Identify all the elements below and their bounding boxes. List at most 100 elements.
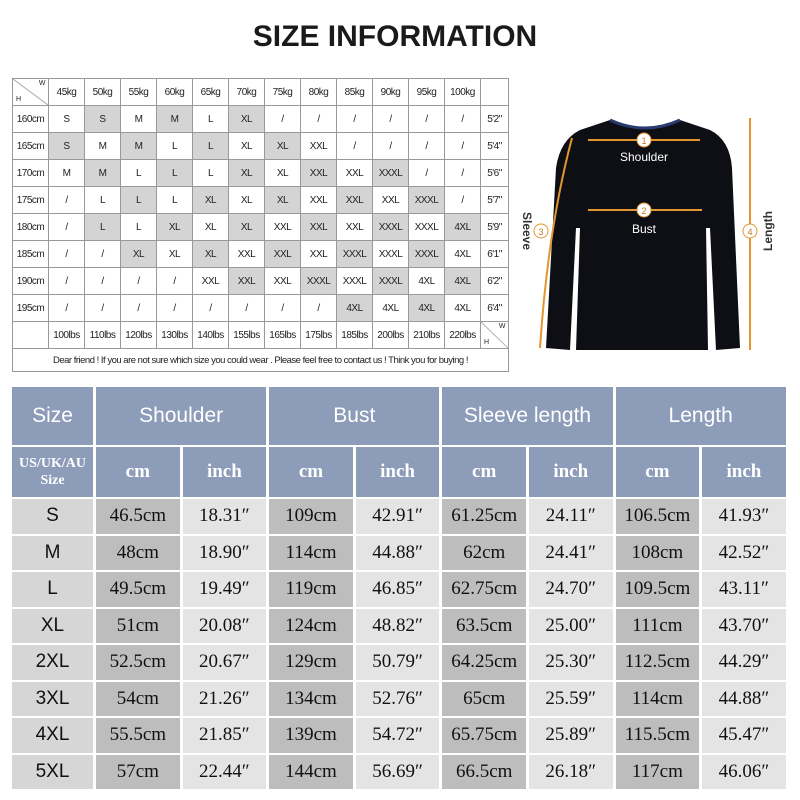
measure: 62cm bbox=[442, 535, 526, 570]
measure: 139cm bbox=[269, 718, 353, 753]
measure: 44.88″ bbox=[355, 535, 440, 570]
data-row: L 49.5cm 19.49″ 119cm 46.85″ 62.75cm 24.70″ 109… bbox=[12, 572, 786, 607]
size-cell: 4XL bbox=[336, 294, 373, 322]
measure: 109cm bbox=[269, 499, 353, 534]
size: 2XL bbox=[12, 645, 93, 680]
grid-row: 165cm S M M L L XL XL XXL / / //5'4" bbox=[12, 132, 509, 160]
shirt-diagram: 1 Shoulder 2 Bust 3 Sleeve 4 Length bbox=[510, 78, 785, 380]
corner-cell: HW bbox=[12, 78, 49, 106]
size-cell: XXL bbox=[300, 132, 337, 160]
size-cell: XL bbox=[192, 240, 229, 268]
measure: 55.5cm bbox=[96, 718, 180, 753]
measure: 45.47″ bbox=[702, 718, 786, 753]
grid-row: 180cm / L L XL XL XL XXL XXL XXL XXXL XXXL 4XL 5'9" bbox=[12, 213, 509, 241]
grid-row: 160cm S S M M L XL / / / / //5'2" bbox=[12, 105, 509, 133]
size-cell: XXXL bbox=[372, 240, 409, 268]
measure: 63.5cm bbox=[442, 608, 526, 643]
size-cell: / bbox=[300, 294, 337, 322]
measure: 129cm bbox=[269, 645, 353, 680]
size-cell: XXXL bbox=[372, 159, 409, 187]
measure: 134cm bbox=[269, 681, 353, 716]
unit: inch bbox=[702, 447, 786, 497]
size-label: US/UK/AU Size bbox=[12, 447, 93, 497]
height: 165cm bbox=[12, 132, 49, 160]
size-cell: / bbox=[48, 186, 85, 214]
size-cell: / bbox=[48, 240, 85, 268]
size-cell: / bbox=[408, 159, 445, 187]
size-cell: S bbox=[48, 132, 85, 160]
size-cell: XXL bbox=[264, 267, 301, 295]
feet: 6'2" bbox=[480, 267, 509, 295]
size-cell: 4XL bbox=[444, 213, 481, 241]
size-cell: XXL bbox=[192, 267, 229, 295]
weight: 45kg bbox=[48, 78, 85, 106]
measure: 22.44″ bbox=[182, 754, 267, 789]
measure: 19.49″ bbox=[182, 572, 267, 607]
measure: 25.89″ bbox=[528, 718, 613, 753]
note: Dear friend ! If you are not sure which … bbox=[12, 348, 509, 372]
lbs: 100lbs bbox=[48, 321, 85, 349]
size: S bbox=[12, 499, 93, 534]
measure: 18.31″ bbox=[182, 499, 267, 534]
feet: 5'4" bbox=[480, 132, 509, 160]
marker-number: 3 bbox=[538, 227, 543, 237]
grid-note: Dear friend ! If you are not sure which … bbox=[12, 348, 509, 372]
measure: 111cm bbox=[615, 608, 700, 643]
marker bbox=[742, 223, 758, 239]
size-cell: M bbox=[120, 132, 157, 160]
collar bbox=[609, 118, 681, 130]
measure: 44.88″ bbox=[702, 681, 786, 716]
measure: 50.79″ bbox=[355, 645, 440, 680]
size-grid: HW45kg50kg55kg60kg65kg70kg75kg80kg85kg90… bbox=[12, 78, 509, 372]
lbs: 120lbs bbox=[120, 321, 157, 349]
grid-lbs: 100lbs 110lbs 120lbs 130lbs 140lbs 155lbs 165l… bbox=[12, 321, 509, 349]
feet: 5'7" bbox=[480, 186, 509, 214]
header-cell: Sleeve length bbox=[442, 387, 613, 445]
size-cell: / bbox=[408, 132, 445, 160]
size-table: Size Shoulder Bust Sleeve length Length US/UK… bbox=[9, 385, 789, 791]
unit: inch bbox=[355, 447, 440, 497]
marker bbox=[533, 223, 549, 239]
measure: 51cm bbox=[96, 608, 180, 643]
measure: 42.91″ bbox=[355, 499, 440, 534]
size-cell: L bbox=[84, 186, 121, 214]
size-cell: / bbox=[84, 294, 121, 322]
size-cell: / bbox=[372, 105, 409, 133]
size-cell: 4XL bbox=[408, 294, 445, 322]
size-cell: / bbox=[408, 105, 445, 133]
size-cell: XXL bbox=[336, 213, 373, 241]
size-cell: L bbox=[192, 159, 229, 187]
size-cell: XXXL bbox=[408, 213, 445, 241]
size-cell: / bbox=[336, 105, 373, 133]
measure: 115.5cm bbox=[615, 718, 700, 753]
measure: 18.90″ bbox=[182, 535, 267, 570]
feet: 6'4" bbox=[480, 294, 509, 322]
corner-cell: HW bbox=[480, 321, 509, 349]
shirt bbox=[546, 120, 740, 350]
measure: 64.25cm bbox=[442, 645, 526, 680]
measure: 52.5cm bbox=[96, 645, 180, 680]
feet: 5'9" bbox=[480, 213, 509, 241]
measure: 46.06″ bbox=[702, 754, 786, 789]
weight: 65kg bbox=[192, 78, 229, 106]
size-cell: / bbox=[192, 294, 229, 322]
header-cell: Shoulder bbox=[96, 387, 267, 445]
grid-row: 170cm M M L L L XL XL XXL XXL XXXL //5'6" bbox=[12, 159, 509, 187]
size-cell: XL bbox=[120, 240, 157, 268]
measure: 112.5cm bbox=[615, 645, 700, 680]
header-cell: Size bbox=[12, 387, 93, 445]
arrow bbox=[539, 137, 573, 349]
size-cell: XL bbox=[156, 240, 193, 268]
measure: 46.85″ bbox=[355, 572, 440, 607]
lbs: 210lbs bbox=[408, 321, 445, 349]
lbs: 130lbs bbox=[156, 321, 193, 349]
size-cell: XXXL bbox=[336, 267, 373, 295]
size-cell: / bbox=[228, 294, 265, 322]
size-cell: XL bbox=[228, 159, 265, 187]
labels: 1 Shoulder 2 Bust 3 Sleeve 4 Length bbox=[520, 132, 775, 251]
measure: 26.18″ bbox=[528, 754, 613, 789]
lbs: 140lbs bbox=[192, 321, 229, 349]
lbs: 200lbs bbox=[372, 321, 409, 349]
size-cell: XXL bbox=[300, 186, 337, 214]
measure: 65.75cm bbox=[442, 718, 526, 753]
